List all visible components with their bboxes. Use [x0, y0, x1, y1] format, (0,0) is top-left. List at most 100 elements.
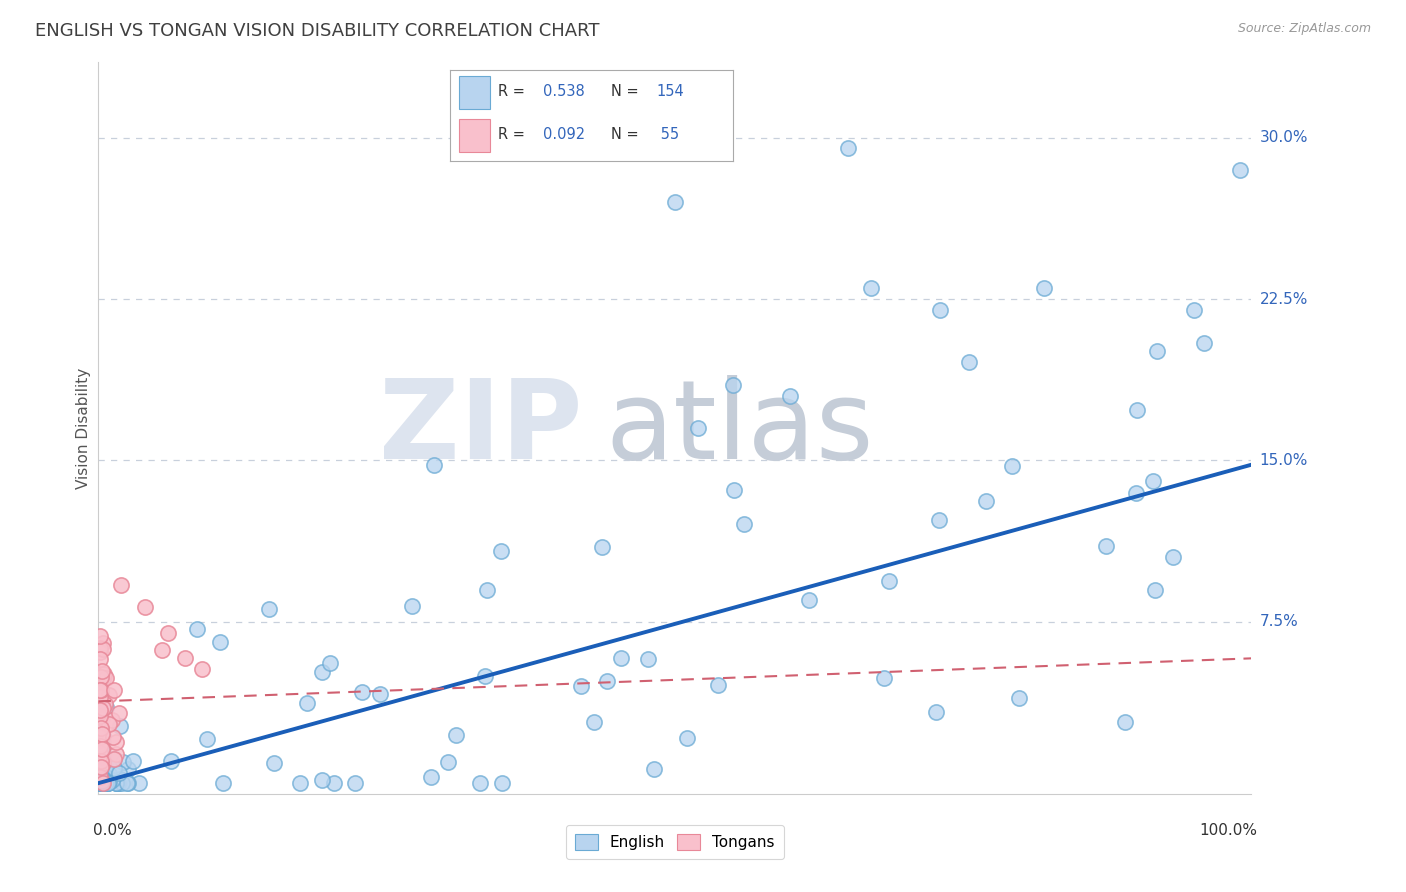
- Point: [93, 772, 115, 787]
- Point: [90, 664, 112, 678]
- Point: [90, 729, 112, 743]
- Point: [1182, 302, 1205, 317]
- Point: [115, 776, 138, 790]
- Point: [94, 757, 117, 772]
- Point: [89, 739, 111, 753]
- Point: [974, 494, 997, 508]
- Point: [94, 671, 117, 685]
- Point: [105, 776, 128, 790]
- Point: [837, 141, 859, 155]
- Point: [89, 737, 111, 751]
- Point: [89, 685, 111, 699]
- Point: [925, 705, 948, 719]
- Point: [89, 776, 111, 790]
- Point: [174, 651, 197, 665]
- Point: [117, 776, 139, 790]
- Point: [420, 770, 443, 784]
- Point: [571, 680, 593, 694]
- Point: [89, 749, 111, 764]
- Point: [97, 772, 120, 786]
- Point: [90, 747, 112, 762]
- Point: [94, 776, 117, 790]
- Point: [1163, 550, 1185, 565]
- Point: [89, 651, 111, 665]
- Point: [91, 741, 114, 756]
- Point: [797, 592, 820, 607]
- Point: [1094, 539, 1116, 553]
- Point: [209, 635, 232, 649]
- Point: [112, 756, 135, 770]
- Point: [957, 355, 980, 369]
- Point: [90, 686, 112, 700]
- Point: [90, 727, 112, 741]
- Point: [111, 776, 134, 790]
- Point: [609, 651, 631, 665]
- Point: [89, 765, 111, 780]
- Point: [257, 601, 280, 615]
- Point: [91, 735, 114, 749]
- Point: [89, 776, 111, 790]
- Point: [90, 760, 112, 774]
- Point: [1144, 583, 1167, 598]
- Point: [89, 768, 111, 782]
- Point: [110, 772, 132, 787]
- Point: [290, 776, 312, 790]
- Point: [90, 710, 112, 724]
- Point: [491, 776, 513, 790]
- Point: [707, 678, 730, 692]
- Point: [89, 756, 111, 770]
- Point: [468, 776, 491, 790]
- Point: [311, 772, 333, 787]
- Point: [89, 776, 111, 790]
- Point: [637, 651, 659, 665]
- Point: [105, 776, 128, 790]
- Point: [91, 774, 114, 789]
- Point: [489, 544, 512, 558]
- Point: [89, 776, 111, 790]
- Point: [89, 629, 111, 643]
- Point: [89, 776, 111, 790]
- Point: [91, 776, 114, 790]
- Point: [582, 715, 605, 730]
- Point: [104, 735, 127, 749]
- Point: [108, 719, 131, 733]
- Point: [859, 281, 882, 295]
- Point: [474, 669, 496, 683]
- Point: [91, 776, 114, 790]
- Text: 30.0%: 30.0%: [1260, 130, 1308, 145]
- Point: [104, 776, 127, 790]
- Point: [475, 583, 498, 598]
- Point: [89, 752, 111, 766]
- Point: [94, 776, 117, 790]
- Text: ZIP: ZIP: [380, 375, 582, 482]
- Point: [423, 458, 446, 473]
- Point: [89, 730, 111, 744]
- Point: [91, 749, 114, 764]
- Point: [156, 625, 179, 640]
- Point: [91, 776, 114, 790]
- Point: [89, 776, 111, 790]
- Point: [344, 776, 367, 790]
- Point: [596, 673, 619, 688]
- Point: [103, 752, 125, 766]
- Point: [90, 682, 112, 697]
- Point: [444, 728, 467, 742]
- Text: 7.5%: 7.5%: [1260, 615, 1298, 629]
- Point: [94, 700, 117, 714]
- Point: [89, 703, 111, 717]
- Point: [89, 640, 111, 655]
- Point: [103, 682, 125, 697]
- Point: [108, 776, 131, 790]
- Point: [675, 731, 697, 745]
- Point: [89, 740, 111, 755]
- Text: ENGLISH VS TONGAN VISION DISABILITY CORRELATION CHART: ENGLISH VS TONGAN VISION DISABILITY CORR…: [35, 22, 599, 40]
- Point: [103, 762, 125, 776]
- Legend: English, Tongans: English, Tongans: [565, 825, 785, 859]
- Point: [89, 776, 111, 790]
- Point: [879, 574, 901, 589]
- Point: [1125, 485, 1147, 500]
- Point: [98, 717, 121, 731]
- Point: [93, 776, 115, 790]
- Point: [872, 671, 894, 685]
- Point: [91, 756, 114, 771]
